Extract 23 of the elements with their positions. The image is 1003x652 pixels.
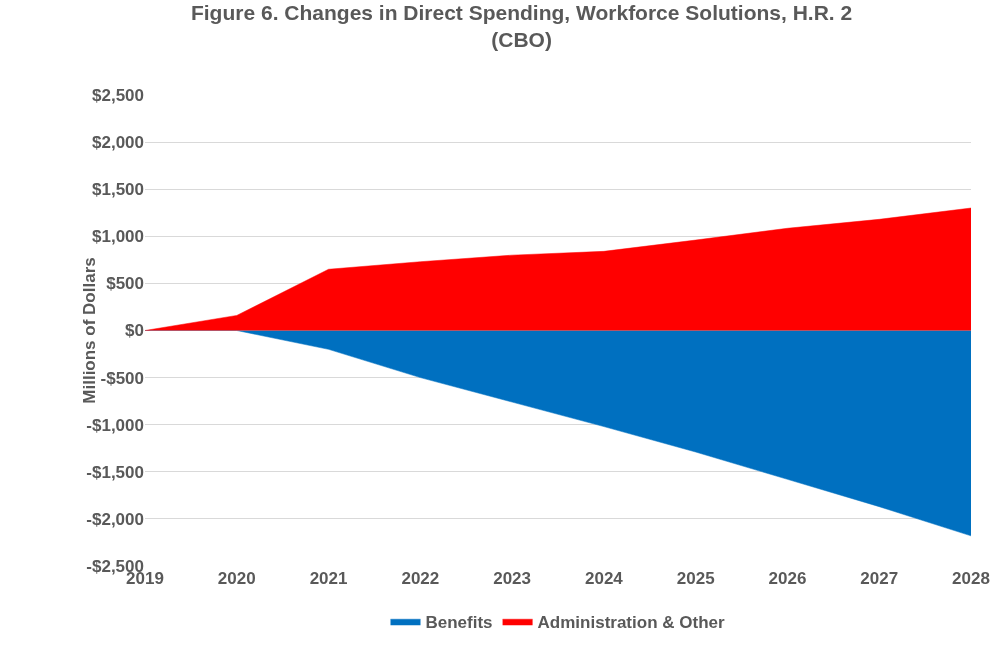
x-tick-label: 2022: [401, 569, 440, 588]
legend-label: Administration & Other: [537, 612, 725, 632]
x-tick-label: 2023: [493, 569, 532, 588]
x-tick-label: 2027: [860, 569, 899, 588]
chart-title: Figure 6. Changes in Direct Spending, Workforce Solutions, H.R. 2 (CBO): [190, 0, 853, 51]
y-tick-label: -$1,000: [86, 415, 144, 435]
x-tick-label: 2024: [584, 569, 624, 588]
x-tick-label: 2021: [309, 569, 348, 588]
y-tick-label: $2,000: [92, 133, 144, 153]
y-tick-label: $1,500: [92, 180, 144, 200]
x-tick-label: 2025: [676, 569, 715, 588]
x-tick-label: 2028: [952, 569, 990, 588]
y-axis-title: Millions of Dollars: [79, 257, 99, 404]
x-tick-label: 2026: [768, 569, 807, 588]
y-tick-label: $1,000: [92, 227, 144, 247]
legend-label: Benefits: [425, 612, 493, 632]
y-tick-label: $0: [125, 321, 144, 341]
y-tick-label: -$2,000: [86, 509, 144, 529]
y-tick-label: -$1,500: [86, 462, 144, 482]
y-tick-label: -$500: [100, 368, 144, 388]
y-tick-label: $500: [106, 274, 144, 294]
x-tick-label: 2020: [217, 569, 256, 588]
y-tick-label: $2,500: [92, 85, 144, 105]
